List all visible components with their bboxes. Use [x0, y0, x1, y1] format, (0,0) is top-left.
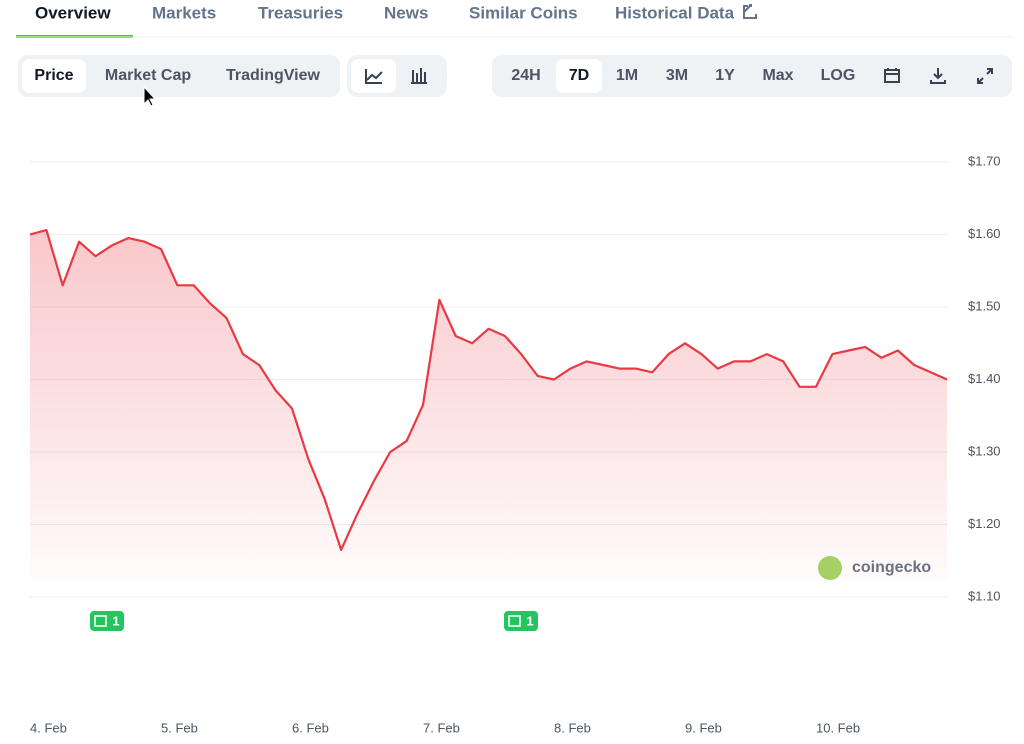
active-range [556, 59, 602, 93]
mode-button[interactable]: Market Cap [105, 67, 191, 84]
tab[interactable]: Overview [35, 3, 111, 22]
y-tick-label: $1.10 [968, 588, 1001, 603]
tab[interactable]: News [384, 3, 428, 22]
y-tick-label: $1.20 [968, 516, 1001, 531]
price-line [29, 229, 948, 551]
mode-button[interactable]: Price [34, 67, 73, 84]
news-marker[interactable]: 1 [504, 611, 538, 631]
x-tick-label: 6. Feb [292, 720, 329, 735]
y-tick-label: $1.60 [968, 226, 1001, 241]
mode-group [18, 55, 340, 97]
news-marker[interactable]: 1 [90, 611, 124, 631]
x-tick-label: 10. Feb [816, 720, 860, 735]
news-count: 1 [112, 613, 119, 628]
y-tick-label: $1.70 [968, 153, 1001, 168]
range-button[interactable]: Max [762, 67, 793, 84]
fullscreen-icon[interactable] [977, 68, 993, 84]
x-tick-label: 4. Feb [30, 720, 67, 735]
x-tick-label: 9. Feb [685, 720, 722, 735]
x-tick-label: 8. Feb [554, 720, 591, 735]
tab[interactable]: Similar Coins [469, 3, 578, 22]
range-button[interactable]: 7D [569, 67, 589, 84]
tab[interactable]: Markets [152, 3, 216, 22]
line-icon[interactable] [365, 69, 383, 84]
y-tick-label: $1.50 [968, 298, 1001, 313]
x-tick-label: 7. Feb [423, 720, 460, 735]
watermark: coingecko [852, 559, 931, 576]
tab[interactable]: Treasuries [258, 3, 343, 22]
logo-icon [818, 556, 842, 580]
mode-button[interactable]: TradingView [226, 67, 321, 84]
range-button[interactable]: 24H [511, 67, 540, 84]
cursor [143, 85, 157, 107]
range-button[interactable]: 1M [616, 67, 638, 84]
tab[interactable]: Historical Data [615, 3, 735, 22]
active-mode [22, 59, 86, 93]
candle-icon[interactable] [411, 68, 427, 84]
range-button[interactable]: 1Y [715, 67, 735, 84]
y-tick-label: $1.30 [968, 443, 1001, 458]
y-tick-label: $1.40 [968, 371, 1001, 386]
news-count: 1 [526, 613, 533, 628]
range-button[interactable]: 3M [666, 67, 688, 84]
download-icon[interactable] [930, 68, 946, 84]
x-tick-label: 5. Feb [161, 720, 198, 735]
price-area [30, 230, 947, 580]
range-button[interactable]: LOG [821, 67, 856, 84]
external-link-icon [743, 4, 757, 19]
calendar-icon[interactable] [884, 68, 900, 83]
range-group [492, 55, 1012, 97]
